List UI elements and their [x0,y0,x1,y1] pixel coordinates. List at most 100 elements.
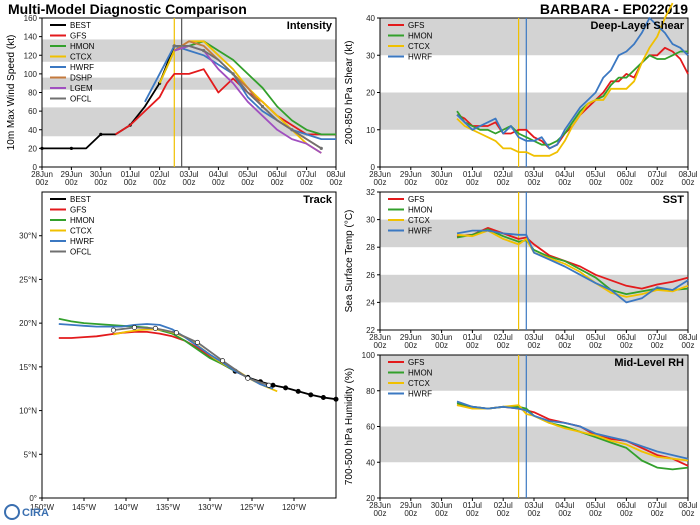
y-tick-label: 28 [366,243,375,252]
x-tick-label: 28Jun 00z [369,333,391,350]
series-ofcl-point [202,48,206,53]
shade-band-0 [380,426,688,463]
series-hwrf-line [456,400,689,460]
legend-label-ofcl: OFCL [70,95,92,104]
y-tick-label: 26 [366,271,375,280]
lat-tick-label: 15°N [19,363,37,372]
series-ofcl-line [174,45,322,150]
legend-label-hmon: HMON [70,42,95,51]
x-tick-label: 03Jul 00z [524,170,543,187]
y-axis-label: 700-500 hPa Humidity (%) [344,368,355,485]
legend-label-gfs: GFS [408,195,424,204]
x-tick-label: 07Jul 00z [648,170,667,187]
series-best-point [40,146,44,150]
legend-label-hwrf: HWRF [70,237,94,246]
lon-tick-label: 150°W [30,503,55,512]
track-ofcl-point [194,339,200,345]
legend-label-dshp: DSHP [70,74,92,83]
x-tick-label: 07Jul 00z [297,170,316,187]
x-tick-label: 28Jun 00z [31,170,53,187]
panel-title: Track [303,194,333,206]
x-tick-label: 08Jul 00z [326,170,345,187]
x-tick-label: 28Jun 00z [369,170,391,187]
y-tick-label: 80 [28,89,37,98]
logo-text: CIRA [22,507,49,519]
y-tick-label: 10 [366,126,375,135]
legend-label-hmon: HMON [408,206,433,215]
panel-title: SST [663,194,685,206]
lat-tick-label: 30°N [19,232,37,241]
lon-tick-label: 140°W [114,503,139,512]
x-tick-label: 29Jun 00z [400,333,422,350]
y-tick-label: 20 [366,89,375,98]
track-best-point [270,382,276,388]
legend-label-hwrf: HWRF [408,227,432,236]
x-tick-label: 28Jun 00z [369,501,391,518]
x-tick-label: 30Jun 00z [90,170,112,187]
x-tick-label: 05Jul 00z [586,501,605,518]
x-tick-label: 01Jul 00z [121,170,140,187]
x-tick-label: 07Jul 00z [648,501,667,518]
series-best-point [99,132,103,137]
x-tick-label: 08Jul 00z [678,501,697,518]
y-tick-label: 140 [24,33,38,42]
x-tick-label: 06Jul 00z [617,170,636,187]
y-tick-label: 22 [366,326,375,335]
lon-tick-label: 135°W [156,503,181,512]
series-best-point [69,146,73,150]
lon-tick-label: 120°W [282,503,307,512]
y-tick-label: 24 [366,298,375,307]
series-ofcl-point [172,44,176,48]
x-tick-label: 02Jul 00z [150,170,169,187]
shade-band-0 [380,92,688,130]
series-ofcl-point [290,128,294,132]
y-tick-label: 0 [371,163,376,172]
y-tick-label: 60 [366,423,375,432]
x-tick-label: 29Jun 00z [400,501,422,518]
y-tick-label: 20 [28,144,37,153]
legend-label-hwrf: HWRF [408,53,432,62]
map-frame [41,191,337,499]
lat-tick-label: 25°N [19,275,37,284]
legend-label-hmon: HMON [70,216,95,225]
x-tick-label: 29Jun 00z [400,170,422,187]
x-tick-label: 04Jul 00z [209,170,228,187]
x-tick-label: 04Jul 00z [555,501,574,518]
track-ofcl-line [113,326,270,387]
legend-label-gfs: GFS [408,358,424,367]
x-tick-label: 08Jul 00z [678,170,697,187]
y-axis-label: 200-850 hPa Shear (kt) [344,41,355,145]
x-tick-label: 01Jul 00z [463,333,482,350]
lat-tick-label: 5°N [24,450,38,459]
track-ofcl-point [266,382,272,388]
x-tick-label: 03Jul 00z [524,501,543,518]
y-tick-label: 20 [366,494,375,503]
y-tick-label: 0 [33,163,38,172]
x-tick-label: 03Jul 00z [524,333,543,350]
storm-id: BARBARA - EP022019 [540,1,688,17]
legend-label-ofcl: OFCL [70,248,92,257]
x-tick-label: 01Jul 00z [463,501,482,518]
shade-band-0 [380,274,688,303]
cira-logo: CIRA [4,504,49,520]
track-best-point [333,396,339,402]
series-ctcx-line [456,2,674,157]
y-tick-label: 30 [366,216,375,225]
track-panel: 0° 5°N 10°N 15°N 20°N 25°N 30°N 150°W 145°W 140°W… [19,191,339,512]
y-tick-label: 100 [24,70,38,79]
panel-title: Mid-Level RH [614,357,684,369]
y-tick-label: 40 [366,14,375,23]
series-ofcl-point [260,104,265,109]
x-tick-label: 30Jun 00z [431,333,453,350]
x-tick-label: 07Jul 00z [648,333,667,350]
lon-tick-label: 145°W [72,503,97,512]
rh-panel: 20 40 60 80 100 28Jun 00z 29Jun 00z 30Jun 00z 01Jul… [344,351,698,518]
track-best-point [308,392,314,398]
legend-label-lgem: LGEM [70,84,93,93]
series-hwrf-line [456,229,689,304]
y-tick-label: 120 [24,51,38,60]
x-tick-label: 05Jul 00z [586,333,605,350]
